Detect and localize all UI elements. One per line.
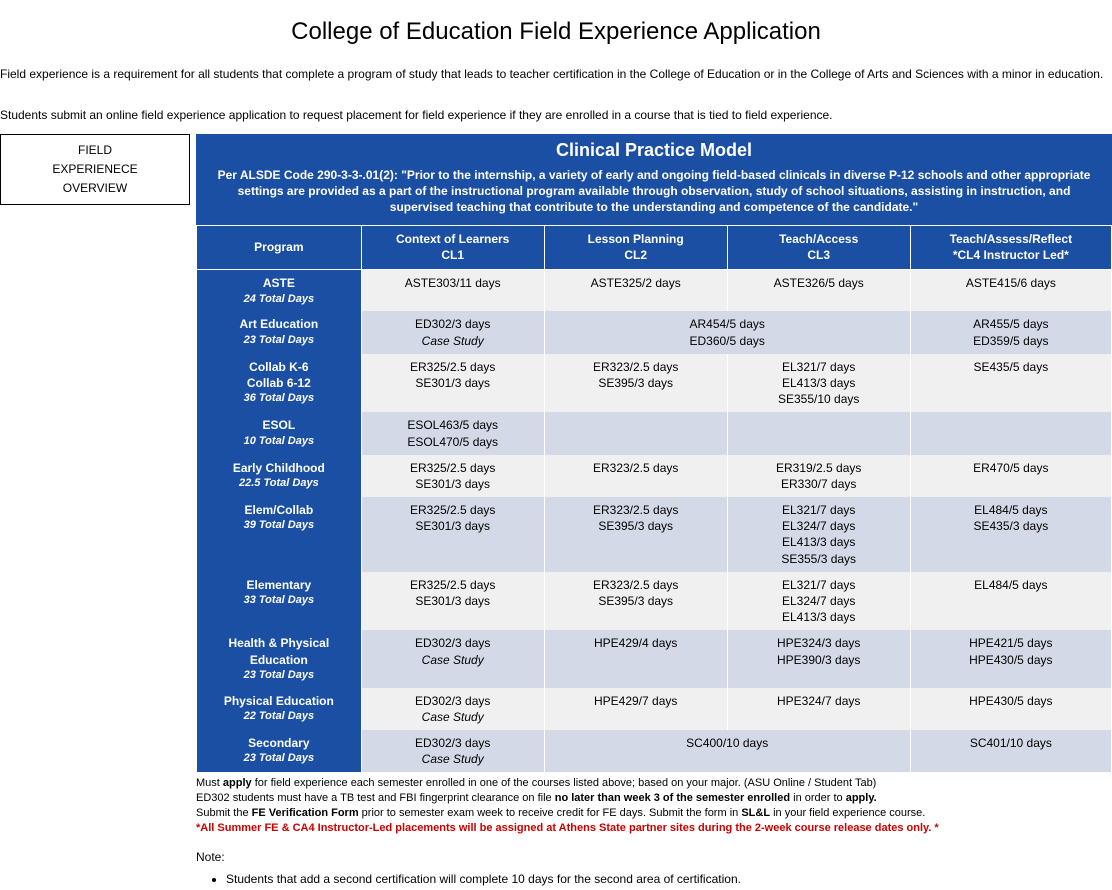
sidebar-line: FIELD [5,141,185,160]
program-cell: Health & PhysicalEducation23 Total Days [197,630,362,687]
cell-cl4: SC401/10 days [910,730,1111,772]
cell-cl2: ER323/2.5 daysSE395/3 days [544,497,727,572]
intro-paragraph-2: Students submit an online field experien… [0,107,1112,124]
table-row: Elementary33 Total Days ER325/2.5 daysSE… [197,572,1112,631]
cell-cl1: ER325/2.5 daysSE301/3 days [361,497,544,572]
cell-cl2-cl3-merged: SC400/10 days [544,730,910,772]
col-program: Program [197,226,362,270]
cell-cl4: EL484/5 days [910,572,1111,631]
cell-cl1: ER325/2.5 daysSE301/3 days [361,572,544,631]
cell-cl2: ER323/2.5 daysSE395/3 days [544,354,727,413]
note-label: Note: [196,850,1112,864]
program-cell: Secondary23 Total Days [197,730,362,772]
table-row: Physical Education22 Total Days ED302/3 … [197,688,1112,730]
intro-paragraph-1: Field experience is a requirement for al… [0,66,1112,83]
note-line-red: *All Summer FE & CA4 Instructor-Led plac… [196,821,1112,836]
program-cell: Collab K-6Collab 6-1236 Total Days [197,354,362,413]
cell-cl4: ER470/5 days [910,455,1111,497]
sidebar-overview-box[interactable]: FIELD EXPERIENECE OVERVIEW [0,134,190,206]
cell-cl3: ASTE326/5 days [727,270,910,312]
cell-cl4: SE435/5 days [910,354,1111,413]
cell-cl4: AR455/5 daysED359/5 days [910,311,1111,353]
main-content: Clinical Practice Model Per ALSDE Code 2… [196,134,1112,890]
sidebar-line: EXPERIENECE [5,160,185,179]
cell-cl4: ASTE415/6 days [910,270,1111,312]
note-line: Must apply for field experience each sem… [196,776,1112,791]
model-title: Clinical Practice Model [206,140,1102,161]
cell-cl3: HPE324/7 days [727,688,910,730]
cell-cl1: ED302/3 daysCase Study [361,730,544,772]
cell-cl1: ED302/3 daysCase Study [361,311,544,353]
table-row: Elem/Collab39 Total Days ER325/2.5 daysS… [197,497,1112,572]
clinical-table: Program Context of LearnersCL1 Lesson Pl… [196,225,1112,772]
sidebar: FIELD EXPERIENECE OVERVIEW [0,134,190,890]
cell-cl2: HPE429/7 days [544,688,727,730]
program-cell: ASTE24 Total Days [197,270,362,312]
program-cell: Elementary33 Total Days [197,572,362,631]
cell-cl1: ED302/3 daysCase Study [361,630,544,687]
col-cl2: Lesson PlanningCL2 [544,226,727,270]
cell-cl2: ER323/2.5 daysSE395/3 days [544,572,727,631]
notes-block: Must apply for field experience each sem… [196,776,1112,835]
col-cl3: Teach/AccessCL3 [727,226,910,270]
program-cell: Early Childhood22.5 Total Days [197,455,362,497]
sidebar-line: OVERVIEW [5,179,185,198]
model-header: Clinical Practice Model Per ALSDE Code 2… [196,134,1112,226]
cell-cl1: ESOL463/5 daysESOL470/5 days [361,412,544,454]
note-line: ED302 students must have a TB test and F… [196,791,1112,806]
model-subtitle: Per ALSDE Code 290-3-3-.01(2): "Prior to… [206,167,1102,216]
cell-cl2: ASTE325/2 days [544,270,727,312]
program-cell: Elem/Collab39 Total Days [197,497,362,572]
cell-cl3: EL321/7 daysEL324/7 daysEL413/3 days [727,572,910,631]
note-line: Submit the FE Verification Form prior to… [196,806,1112,821]
table-row: ESOL10 Total Days ESOL463/5 daysESOL470/… [197,412,1112,454]
table-row: Secondary23 Total Days ED302/3 daysCase … [197,730,1112,772]
table-row: Collab K-6Collab 6-1236 Total Days ER325… [197,354,1112,413]
cell-cl4: HPE430/5 days [910,688,1111,730]
cell-cl3: HPE324/3 daysHPE390/3 days [727,630,910,687]
cell-cl1: ER325/2.5 daysSE301/3 days [361,354,544,413]
table-row: Early Childhood22.5 Total Days ER325/2.5… [197,455,1112,497]
col-cl1: Context of LearnersCL1 [361,226,544,270]
note-bullets: Students that add a second certification… [226,872,1112,886]
col-cl4: Teach/Assess/Reflect*CL4 Instructor Led* [910,226,1111,270]
program-cell: ESOL10 Total Days [197,412,362,454]
cell-cl3: EL321/7 daysEL324/7 daysEL413/3 daysSE35… [727,497,910,572]
cell-cl1: ED302/3 daysCase Study [361,688,544,730]
cell-cl1: ER325/2.5 daysSE301/3 days [361,455,544,497]
cell-cl1: ASTE303/11 days [361,270,544,312]
cell-cl2: ER323/2.5 days [544,455,727,497]
table-row: Art Education23 Total Days ED302/3 daysC… [197,311,1112,353]
cell-cl2-cl3-merged: AR454/5 daysED360/5 days [544,311,910,353]
cell-cl3: ER319/2.5 daysER330/7 days [727,455,910,497]
program-cell: Art Education23 Total Days [197,311,362,353]
bullet-item: Students that add a second certification… [226,872,1112,886]
cell-cl4: EL484/5 daysSE435/3 days [910,497,1111,572]
page-title: College of Education Field Experience Ap… [0,0,1112,56]
table-row: ASTE24 Total Days ASTE303/11 days ASTE32… [197,270,1112,312]
cell-cl3: EL321/7 daysEL413/3 daysSE355/10 days [727,354,910,413]
table-row: Health & PhysicalEducation23 Total Days … [197,630,1112,687]
cell-cl2: HPE429/4 days [544,630,727,687]
cell-cl3 [727,412,910,454]
cell-cl4: HPE421/5 daysHPE430/5 days [910,630,1111,687]
cell-cl2 [544,412,727,454]
program-cell: Physical Education22 Total Days [197,688,362,730]
cell-cl4 [910,412,1111,454]
